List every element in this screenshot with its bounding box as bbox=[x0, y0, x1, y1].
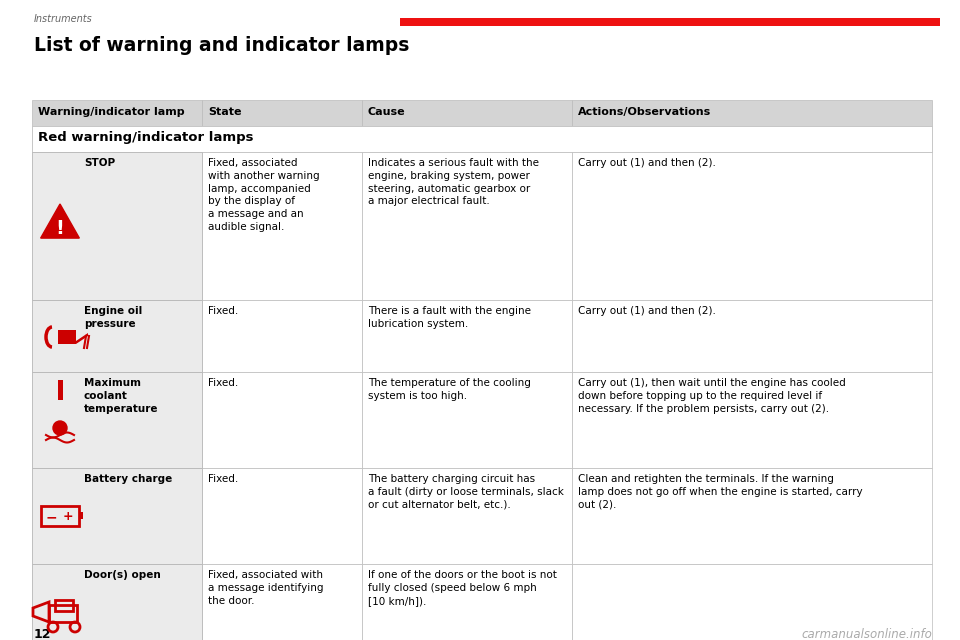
Bar bbox=[202, 564, 362, 640]
Text: Maximum
coolant
temperature: Maximum coolant temperature bbox=[84, 378, 158, 413]
Text: Fixed, associated with
a message identifying
the door.: Fixed, associated with a message identif… bbox=[208, 570, 324, 605]
Text: Fixed.: Fixed. bbox=[208, 378, 238, 388]
Text: carmanualsonline.info: carmanualsonline.info bbox=[802, 628, 932, 640]
Bar bbox=[58, 330, 76, 344]
Bar bbox=[79, 512, 83, 519]
Bar bbox=[400, 18, 940, 26]
Bar bbox=[49, 605, 77, 622]
Bar bbox=[362, 100, 572, 126]
Bar bbox=[58, 380, 63, 400]
Text: Door(s) open: Door(s) open bbox=[84, 570, 160, 580]
Text: List of warning and indicator lamps: List of warning and indicator lamps bbox=[34, 36, 409, 55]
Text: Fixed.: Fixed. bbox=[208, 306, 238, 316]
Bar bbox=[32, 152, 202, 300]
Text: Red warning/indicator lamps: Red warning/indicator lamps bbox=[38, 131, 253, 144]
Bar bbox=[32, 564, 202, 640]
Bar bbox=[32, 372, 202, 468]
Text: Actions/Observations: Actions/Observations bbox=[578, 107, 711, 117]
Bar bbox=[32, 300, 202, 372]
Text: Carry out (1), then wait until the engine has cooled
down before topping up to t: Carry out (1), then wait until the engin… bbox=[578, 378, 846, 413]
Bar bbox=[202, 152, 362, 300]
Text: !: ! bbox=[56, 218, 64, 237]
Bar bbox=[41, 506, 79, 526]
Bar bbox=[202, 100, 362, 126]
Bar bbox=[362, 372, 572, 468]
Bar bbox=[32, 468, 202, 564]
Bar bbox=[202, 372, 362, 468]
Text: Carry out (1) and then (2).: Carry out (1) and then (2). bbox=[578, 158, 716, 168]
Bar bbox=[202, 468, 362, 564]
Bar bbox=[362, 564, 572, 640]
Text: Cause: Cause bbox=[368, 107, 406, 117]
Bar bbox=[572, 564, 932, 640]
Bar bbox=[32, 468, 202, 564]
Text: The temperature of the cooling
system is too high.: The temperature of the cooling system is… bbox=[368, 378, 531, 401]
Text: −: − bbox=[46, 510, 58, 524]
Circle shape bbox=[53, 421, 67, 435]
Text: State: State bbox=[208, 107, 242, 117]
Bar bbox=[202, 300, 362, 372]
Bar bbox=[32, 300, 202, 372]
Text: There is a fault with the engine
lubrication system.: There is a fault with the engine lubrica… bbox=[368, 306, 531, 329]
Text: 12: 12 bbox=[34, 628, 52, 640]
Bar bbox=[572, 152, 932, 300]
Text: The battery charging circuit has
a fault (dirty or loose terminals, slack
or cut: The battery charging circuit has a fault… bbox=[368, 474, 564, 509]
Polygon shape bbox=[40, 204, 80, 238]
Bar bbox=[572, 100, 932, 126]
Text: Fixed, associated
with another warning
lamp, accompanied
by the display of
a mes: Fixed, associated with another warning l… bbox=[208, 158, 320, 232]
Text: Engine oil
pressure: Engine oil pressure bbox=[84, 306, 142, 329]
Text: If one of the doors or the boot is not
fully closed (speed below 6 mph
[10 km/h]: If one of the doors or the boot is not f… bbox=[368, 570, 557, 605]
Text: Warning/indicator lamp: Warning/indicator lamp bbox=[38, 107, 184, 117]
Bar bbox=[32, 152, 202, 300]
Bar bbox=[362, 468, 572, 564]
Text: Carry out (1) and then (2).: Carry out (1) and then (2). bbox=[578, 306, 716, 316]
Bar bbox=[362, 300, 572, 372]
Bar bbox=[32, 372, 202, 468]
Text: Clean and retighten the terminals. If the warning
lamp does not go off when the : Clean and retighten the terminals. If th… bbox=[578, 474, 863, 509]
Text: Battery charge: Battery charge bbox=[84, 474, 172, 484]
Bar bbox=[572, 372, 932, 468]
Bar bbox=[362, 152, 572, 300]
Text: Indicates a serious fault with the
engine, braking system, power
steering, autom: Indicates a serious fault with the engin… bbox=[368, 158, 539, 206]
Bar bbox=[32, 126, 932, 152]
Bar bbox=[32, 126, 932, 152]
Text: +: + bbox=[63, 511, 74, 524]
Bar bbox=[55, 600, 73, 611]
Bar bbox=[32, 564, 202, 640]
Bar bbox=[572, 468, 932, 564]
Text: STOP: STOP bbox=[84, 158, 115, 168]
Bar bbox=[32, 100, 202, 126]
Text: Instruments: Instruments bbox=[34, 14, 93, 24]
Bar bbox=[572, 300, 932, 372]
Text: Fixed.: Fixed. bbox=[208, 474, 238, 484]
Polygon shape bbox=[76, 333, 88, 344]
